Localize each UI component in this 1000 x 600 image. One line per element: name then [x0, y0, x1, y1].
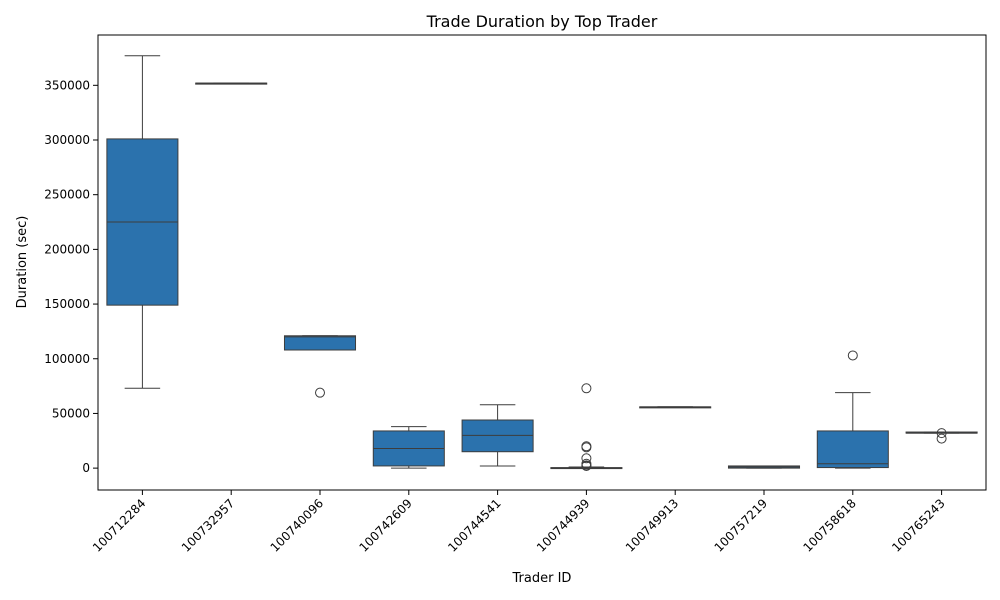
x-tick-label: 100749913 [623, 496, 681, 554]
iqr-box [461, 419, 534, 453]
x-tick-label: 100765243 [889, 496, 947, 554]
y-tick-label: 350000 [44, 78, 90, 92]
box-100712284 [106, 55, 179, 389]
iqr-box [816, 430, 889, 469]
x-tick-label: 100712284 [90, 496, 148, 554]
outlier-point [581, 453, 592, 464]
box-100749913 [639, 406, 712, 409]
box-series [106, 55, 978, 471]
box-100757219 [727, 465, 801, 469]
x-tick-label: 100757219 [712, 496, 770, 554]
outlier-point [315, 387, 325, 398]
y-axis: 0 50000 100000 150000 200000 250000 300000 3500… [44, 78, 98, 475]
outlier-point [847, 350, 858, 361]
outlier-point [581, 460, 592, 471]
outlier-point [936, 433, 947, 444]
x-axis-label: Trader ID [512, 571, 572, 586]
outlier-point [581, 442, 592, 453]
chart-title: Trade Duration by Top Trader [426, 12, 658, 31]
x-tick-label: 100742609 [356, 496, 414, 554]
outlier-point [936, 428, 947, 439]
y-tick-label: 150000 [44, 297, 90, 311]
box-100744541 [461, 404, 534, 467]
box-100740096 [283, 335, 357, 398]
x-tick-label: 100732957 [179, 496, 237, 554]
y-tick-label: 200000 [44, 242, 90, 256]
y-tick-label: 250000 [44, 188, 90, 202]
box-100732957 [195, 82, 268, 85]
box-100744939 [550, 383, 623, 471]
box-100742609 [372, 426, 445, 469]
x-tick-label: 100740096 [268, 496, 326, 554]
iqr-box [283, 335, 357, 351]
box-100765243 [905, 428, 978, 444]
y-axis-label: Duration (sec) [15, 216, 30, 309]
x-tick-label: 100744939 [534, 496, 592, 554]
x-tick-label: 100758618 [800, 496, 858, 554]
x-axis: 100712284 100732957 100740096 100742609 1007… [90, 490, 948, 555]
outlier-point [581, 383, 592, 394]
plot-area [97, 34, 987, 491]
y-tick-label: 50000 [52, 406, 90, 420]
y-tick-label: 100000 [44, 352, 90, 366]
y-tick-label: 300000 [44, 133, 90, 147]
y-tick-label: 0 [82, 461, 90, 475]
x-tick-label: 100744541 [445, 496, 503, 554]
box-100758618 [816, 350, 889, 469]
